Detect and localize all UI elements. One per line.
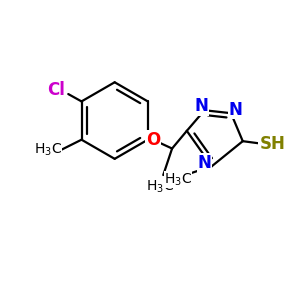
- Text: O: O: [146, 131, 160, 149]
- Text: Cl: Cl: [48, 81, 65, 99]
- Text: SH: SH: [259, 135, 285, 153]
- Text: N: N: [195, 97, 208, 115]
- Text: N: N: [229, 101, 242, 119]
- Text: H$_3$C: H$_3$C: [164, 171, 192, 188]
- Text: H$_3$C: H$_3$C: [34, 142, 62, 158]
- Text: N: N: [197, 154, 212, 172]
- Text: H$_3$C: H$_3$C: [146, 178, 174, 195]
